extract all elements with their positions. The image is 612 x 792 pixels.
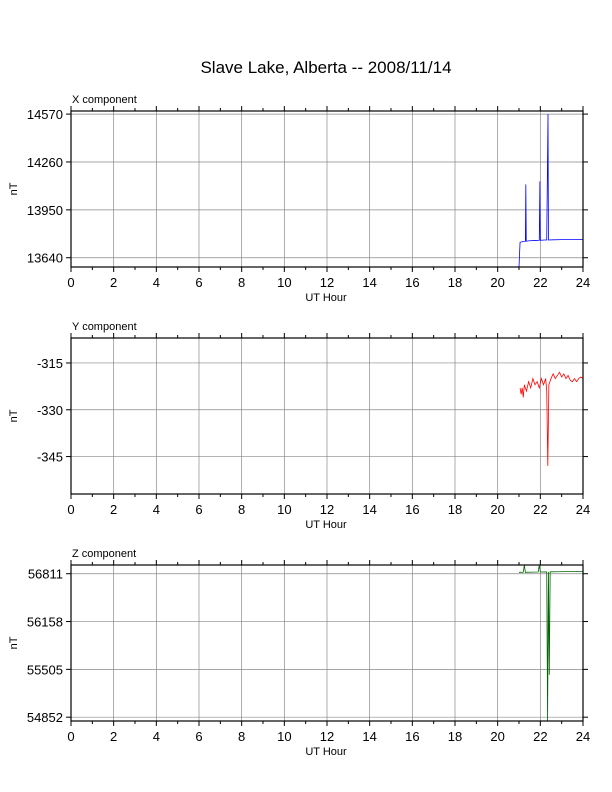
x-tick-label: 0 (67, 502, 74, 517)
x-tick-label: 20 (490, 502, 504, 517)
y-tick-label: 55505 (27, 662, 63, 677)
x-tick-label: 6 (195, 502, 202, 517)
x-tick-label: 10 (277, 502, 291, 517)
x-tick-label: 22 (533, 275, 547, 290)
x-tick-label: 20 (490, 275, 504, 290)
x-tick-label: 10 (277, 729, 291, 744)
x-tick-label: 16 (405, 275, 419, 290)
x-tick-label: 8 (238, 275, 245, 290)
y-tick-label: 13640 (27, 251, 63, 266)
x-tick-label: 20 (490, 729, 504, 744)
x-tick-label: 10 (277, 275, 291, 290)
plot-frame (70, 564, 584, 722)
y-axis-label: nT (8, 636, 20, 649)
x-tick-label: 22 (533, 729, 547, 744)
y-tick-label: -315 (37, 356, 63, 371)
x-axis-label: UT Hour (305, 292, 347, 304)
x-tick-label: 6 (195, 275, 202, 290)
x-tick-label: 24 (576, 275, 590, 290)
y-axis-label: nT (8, 182, 20, 195)
x-tick-label: 16 (405, 502, 419, 517)
x-tick-label: 2 (110, 729, 117, 744)
x-tick-label: 12 (320, 729, 334, 744)
y-tick-label: 56158 (27, 615, 63, 630)
plot-frame (70, 110, 584, 268)
x-tick-label: 18 (448, 275, 462, 290)
panel-title: Y component (72, 321, 137, 333)
x-tick-label: 2 (110, 275, 117, 290)
panel-title: X component (72, 94, 137, 106)
y-tick-label: 14260 (27, 155, 63, 170)
x-tick-label: 22 (533, 502, 547, 517)
x-tick-label: 18 (448, 729, 462, 744)
y-tick-label: 14570 (27, 107, 63, 122)
x-tick-label: 12 (320, 502, 334, 517)
x-tick-label: 8 (238, 729, 245, 744)
x-tick-label: 14 (362, 275, 376, 290)
x-tick-label: 4 (153, 275, 160, 290)
x-tick-label: 14 (362, 502, 376, 517)
x-tick-label: 6 (195, 729, 202, 744)
panel-1: 0 2 4 6 8 10 12 14 16 18 20 22 241457014260139501364… (8, 94, 590, 304)
x-tick-label: 12 (320, 275, 334, 290)
series-line (519, 371, 584, 466)
x-axis-label: UT Hour (305, 746, 347, 758)
series-line (518, 114, 584, 268)
panel-3: 0 2 4 6 8 10 12 14 16 18 20 22 245681156158555055485… (8, 548, 590, 758)
x-tick-label: 0 (67, 729, 74, 744)
x-tick-label: 16 (405, 729, 419, 744)
panel-title: Z component (72, 548, 136, 560)
series-line (518, 564, 583, 722)
page-title: Slave Lake, Alberta -- 2008/11/14 (200, 58, 452, 77)
x-axis-label: UT Hour (305, 519, 347, 531)
x-tick-label: 18 (448, 502, 462, 517)
y-tick-label: 56811 (28, 567, 63, 582)
x-tick-label: 14 (362, 729, 376, 744)
x-tick-label: 4 (153, 729, 160, 744)
x-tick-label: 24 (576, 502, 590, 517)
x-tick-label: 2 (110, 502, 117, 517)
y-axis-label: nT (8, 409, 20, 422)
x-tick-label: 24 (576, 729, 590, 744)
y-tick-label: -330 (37, 403, 63, 418)
y-tick-label: -345 (37, 450, 63, 465)
x-tick-label: 4 (153, 502, 160, 517)
y-tick-label: 13950 (27, 203, 63, 218)
y-tick-label: 54852 (27, 710, 63, 725)
x-tick-label: 8 (238, 502, 245, 517)
x-tick-label: 0 (67, 275, 74, 290)
plot-frame (70, 337, 584, 495)
